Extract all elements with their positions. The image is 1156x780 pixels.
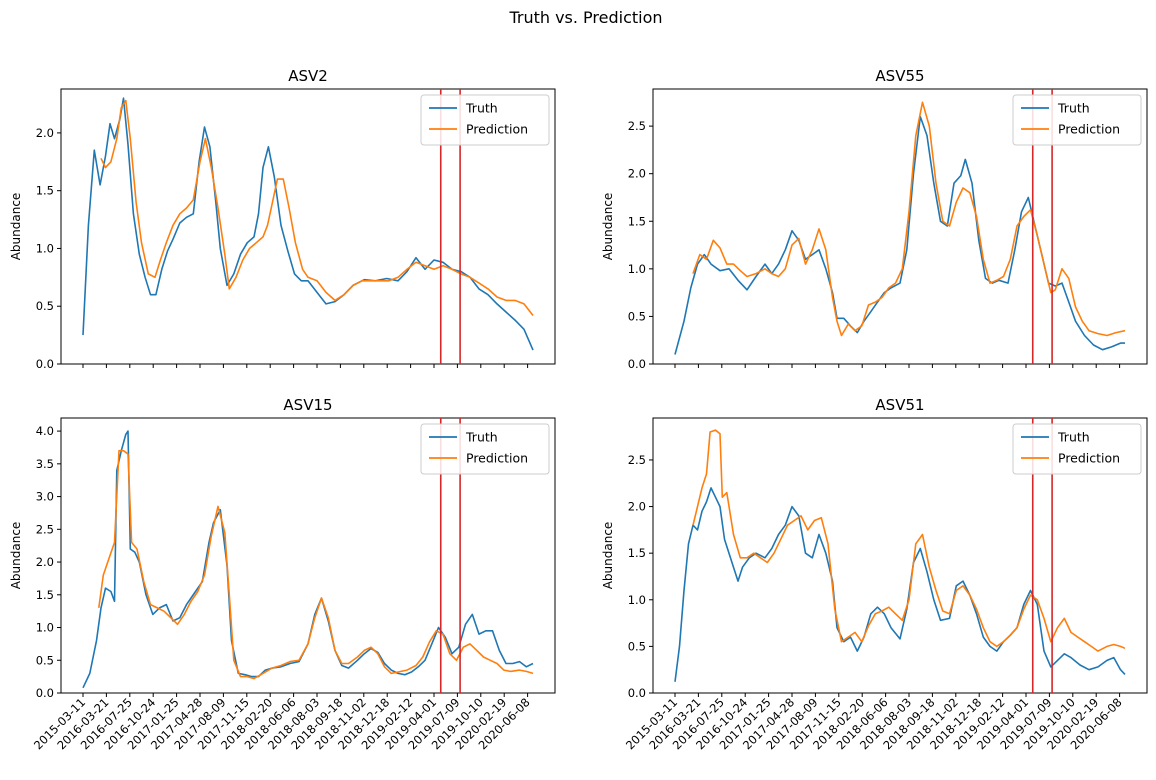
y-tick-label: 1.5 xyxy=(36,588,54,602)
y-tick-label: 2.5 xyxy=(628,119,646,133)
subplot-title: ASV2 xyxy=(288,67,328,85)
series-line-truth xyxy=(674,487,1126,682)
y-tick-label: 3.5 xyxy=(36,457,54,471)
y-tick-label: 0.0 xyxy=(36,357,54,371)
y-tick-label: 2.0 xyxy=(628,500,646,514)
series-line-truth xyxy=(82,97,534,351)
y-tick-label: 2.5 xyxy=(628,453,646,467)
y-tick-label: 1.0 xyxy=(36,241,54,255)
series-line-truth xyxy=(82,430,534,689)
y-axis-label: Abundance xyxy=(9,522,23,590)
series-line-prediction xyxy=(692,101,1126,337)
subplot-title: ASV51 xyxy=(875,396,924,414)
y-tick-label: 0.0 xyxy=(628,686,646,700)
y-tick-label: 1.0 xyxy=(628,262,646,276)
subplot-asv55: ASV55 Abundance 0.0 0.5 1.0 1.5 2.0 2.5 Truth Pre… xyxy=(601,67,1148,371)
y-tick-label: 0.0 xyxy=(628,357,646,371)
y-tick-label: 0.5 xyxy=(36,653,54,667)
y-tick-label: 1.5 xyxy=(36,184,54,198)
legend-entry-prediction: Prediction xyxy=(1058,122,1120,137)
y-axis-label: Abundance xyxy=(9,193,23,261)
y-tick-label: 2.5 xyxy=(36,522,54,536)
subplot-asv15: ASV15 Abundance 0.0 0.5 1.0 1.5 2.0 2.5 3.0 3.5 4.… xyxy=(9,396,556,752)
y-tick-label: 2.0 xyxy=(36,555,54,569)
subplot-asv2: ASV2 Abundance 0.0 0.5 1.0 1.5 2.0 Truth Predict… xyxy=(9,67,556,371)
legend-entry-prediction: Prediction xyxy=(466,122,528,137)
legend-entry-truth: Truth xyxy=(1057,101,1090,116)
y-tick-label: 1.0 xyxy=(36,621,54,635)
y-tick-label: 4.0 xyxy=(36,424,54,438)
legend-entry-prediction: Prediction xyxy=(1058,451,1120,466)
y-axis-label: Abundance xyxy=(601,193,615,261)
legend: Truth Prediction xyxy=(1012,94,1142,146)
y-tick-label: 1.5 xyxy=(628,214,646,228)
series-line-prediction xyxy=(692,429,1126,652)
legend: Truth Prediction xyxy=(420,423,550,475)
y-tick-label: 0.0 xyxy=(36,686,54,700)
figure-suptitle: Truth vs. Prediction xyxy=(508,8,662,27)
legend-entry-truth: Truth xyxy=(465,101,498,116)
y-tick-label: 2.0 xyxy=(628,167,646,181)
y-axis-label: Abundance xyxy=(601,522,615,590)
y-tick-label: 1.0 xyxy=(628,593,646,607)
y-tick-label: 0.5 xyxy=(628,639,646,653)
series-line-prediction xyxy=(98,449,534,680)
legend-entry-truth: Truth xyxy=(1057,430,1090,445)
y-tick-label: 3.0 xyxy=(36,490,54,504)
series-line-prediction xyxy=(100,99,534,316)
y-tick-label: 0.5 xyxy=(36,299,54,313)
subplot-asv51: ASV51Abundance0.00.51.01.52.02.52015-03-… xyxy=(601,396,1148,752)
legend: Truth Prediction xyxy=(1012,423,1142,475)
subplot-title: ASV55 xyxy=(875,67,924,85)
y-tick-label: 2.0 xyxy=(36,126,54,140)
legend: Truth Prediction xyxy=(420,94,550,146)
y-tick-label: 1.5 xyxy=(628,546,646,560)
y-tick-label: 0.5 xyxy=(628,309,646,323)
legend-entry-truth: Truth xyxy=(465,430,498,445)
subplot-title: ASV15 xyxy=(283,396,332,414)
legend-entry-prediction: Prediction xyxy=(466,451,528,466)
